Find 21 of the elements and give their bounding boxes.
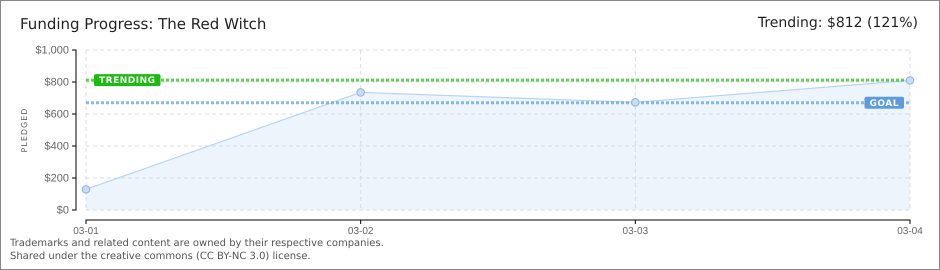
chart-title: Funding Progress: The Red Witch [20,15,266,33]
y-axis-title: PLEDGED [20,108,29,152]
y-tick-label: $800 [44,76,69,89]
point [631,98,640,107]
point [906,76,914,85]
x-tick-label: 03-04 [897,226,924,238]
x-tick-label: 03-03 [622,226,649,238]
ref-line-label: TRENDING [99,76,156,86]
y-tick-label: $600 [44,108,69,121]
text: Shared under the creative commons (CC BY-NC 3.0) license. [10,251,311,262]
y-tick-label: $400 [44,140,69,153]
x-tick-label: 03-01 [73,226,100,238]
y-tick-label: $1,000 [35,44,69,57]
y-tick-label: $0 [56,204,69,217]
text: Trademarks and related content are owned by their respective companies. [9,238,384,249]
chart-subtitle: Trending: $812 (121%) [756,15,918,31]
x-tick-label: 03-02 [348,226,374,238]
point [82,185,90,194]
ref-line-label: GOAL [870,98,899,109]
point [356,88,365,97]
y-tick-label: $200 [44,172,69,185]
